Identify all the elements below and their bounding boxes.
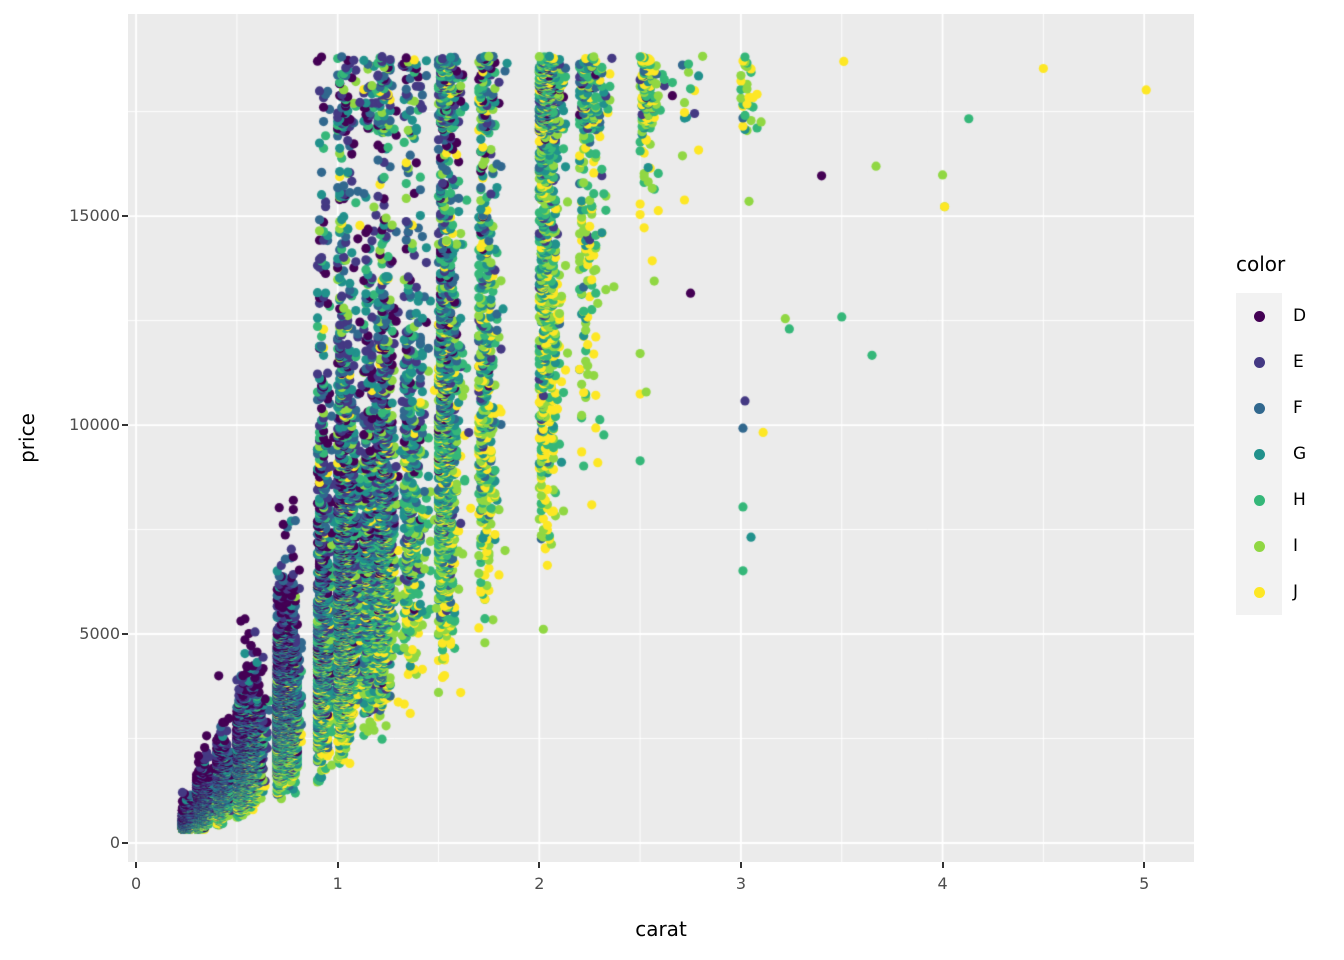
legend-entry: G <box>1236 431 1344 477</box>
legend-point-icon <box>1253 494 1265 506</box>
legend-key-swatch <box>1236 431 1282 477</box>
legend-entry: F <box>1236 385 1344 431</box>
legend-entry-label: F <box>1293 398 1303 418</box>
legend-key-swatch <box>1236 477 1282 523</box>
legend: color D E F G H I J <box>1236 252 1344 615</box>
legend-entry-label: H <box>1293 490 1306 510</box>
y-tick-label: 15000 <box>69 206 120 226</box>
x-tick-mark <box>941 862 944 868</box>
x-tick-label: 2 <box>534 874 545 893</box>
legend-key-swatch <box>1236 385 1282 431</box>
y-tick-mark <box>122 215 128 218</box>
legend-title: color <box>1236 252 1286 276</box>
legend-entry-label: I <box>1293 536 1299 556</box>
y-tick-mark <box>122 424 128 427</box>
legend-key-swatch <box>1236 339 1282 385</box>
legend-entry: H <box>1236 477 1344 523</box>
x-tick-mark <box>538 862 541 868</box>
scatter-canvas <box>128 14 1194 862</box>
x-tick-mark <box>1143 862 1146 868</box>
legend-entries: D E F G H I J <box>1236 293 1344 615</box>
legend-entry: I <box>1236 523 1344 569</box>
y-tick-label: 5000 <box>79 624 120 643</box>
x-tick-mark <box>135 862 138 868</box>
legend-point-icon <box>1253 310 1265 322</box>
legend-point-icon <box>1253 402 1265 414</box>
legend-entry: E <box>1236 339 1344 385</box>
legend-point-icon <box>1253 448 1265 460</box>
legend-entry: D <box>1236 293 1344 339</box>
legend-entry: J <box>1236 569 1344 615</box>
plot-panel <box>128 14 1194 862</box>
x-tick-mark <box>739 862 742 868</box>
x-tick-label: 4 <box>937 874 948 893</box>
legend-entry-label: G <box>1293 444 1307 464</box>
y-tick-mark <box>122 633 128 635</box>
y-tick-label: 10000 <box>69 415 120 435</box>
x-tick-label: 5 <box>1139 874 1150 893</box>
y-tick-label: 0 <box>109 832 120 852</box>
legend-entry-label: J <box>1293 582 1299 602</box>
legend-point-icon <box>1253 356 1265 368</box>
legend-entry-label: D <box>1293 306 1307 326</box>
legend-point-icon <box>1253 586 1265 598</box>
legend-entry-label: E <box>1293 352 1304 372</box>
x-tick-label: 3 <box>735 874 747 893</box>
x-tick-label: 0 <box>130 874 142 893</box>
legend-key-swatch <box>1236 569 1282 615</box>
x-tick-label: 1 <box>332 874 343 893</box>
x-axis-title: carat <box>635 917 687 941</box>
legend-key-swatch <box>1236 293 1282 339</box>
legend-key-swatch <box>1236 523 1282 569</box>
y-tick-mark <box>122 841 128 844</box>
x-tick-mark <box>336 862 339 868</box>
legend-point-icon <box>1253 540 1265 552</box>
y-axis-title: price <box>15 413 39 463</box>
